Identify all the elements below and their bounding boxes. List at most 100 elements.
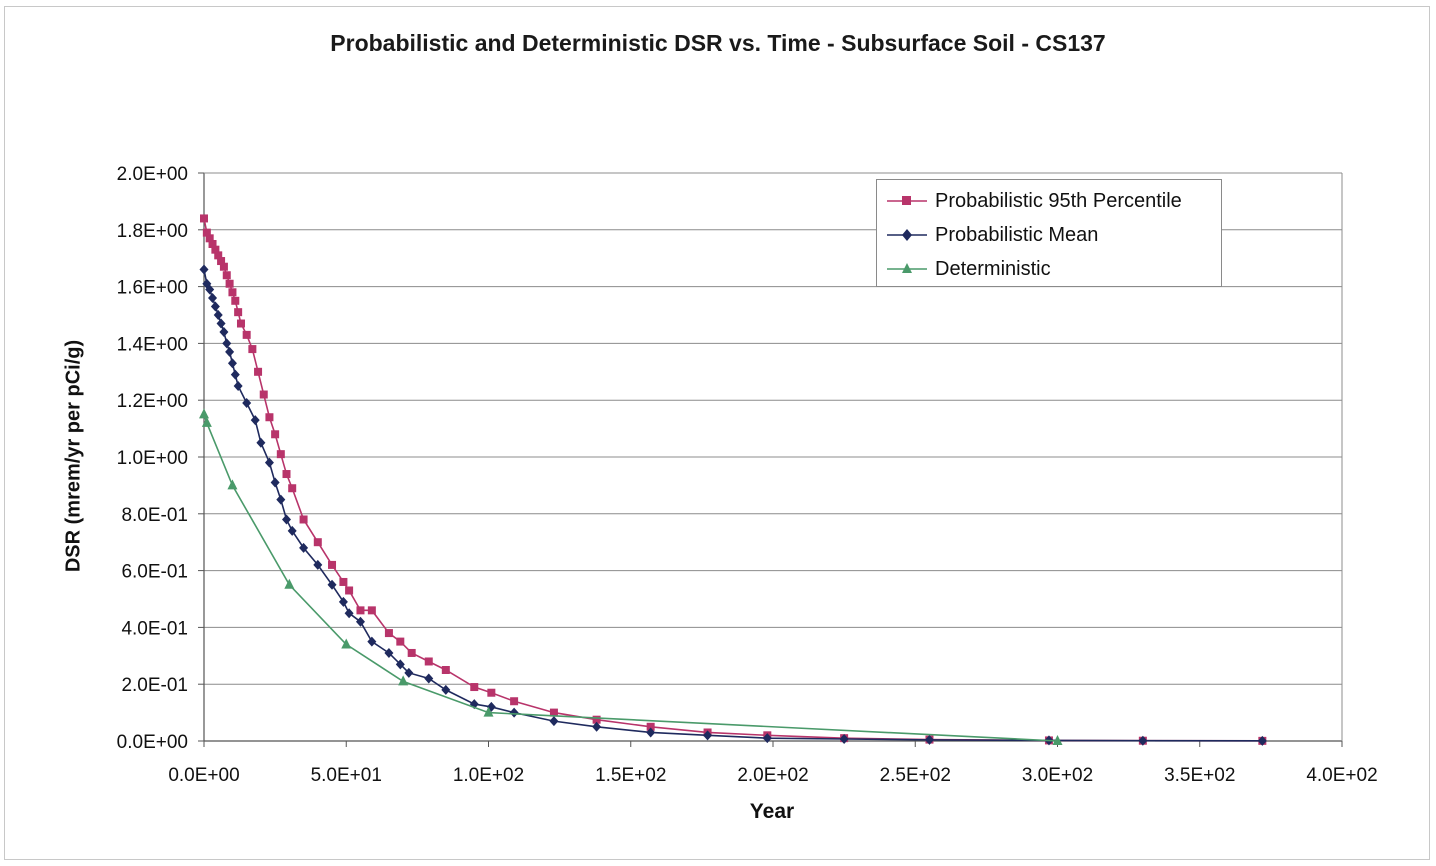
data-point-diamond [404,667,414,678]
data-point-triangle [398,675,409,686]
data-point-diamond [355,616,365,627]
series-line [203,414,1058,742]
y-axis-label: DSR (mrem/yr per pCi/g) [62,339,85,573]
data-point-diamond [227,358,237,369]
data-point-square [202,228,211,237]
data-point-diamond [276,494,286,505]
data-point-diamond [210,301,220,312]
data-point-square [259,390,268,399]
data-point-square [231,296,240,305]
data-point-square [222,271,231,280]
data-point-square [339,577,348,586]
x-tick-label: 3.0E+02 [1022,765,1093,786]
data-point-diamond [219,327,229,338]
x-tick-label: 5.0E+01 [311,765,382,786]
x-tick-label: 0.0E+00 [168,765,239,786]
x-tick-label: 3.5E+02 [1164,765,1235,786]
legend-label-95th: Probabilistic 95th Percentile [935,189,1182,212]
data-point-square [236,319,245,328]
data-point-triangle [284,578,295,589]
y-tick-label: 2.0E-01 [121,675,188,696]
data-point-square [211,245,220,254]
legend-item-mean: Probabilistic Mean [885,221,1098,249]
data-point-square [282,470,291,479]
data-point-diamond [1138,735,1148,746]
data-point-square [407,648,416,657]
data-point-square [328,560,337,569]
data-point-square [313,538,322,547]
series-1 [199,264,1267,746]
data-point-square [299,515,308,524]
data-point-square [214,251,223,260]
data-point-diamond [242,398,252,409]
x-tick-label: 2.5E+02 [880,765,951,786]
data-point-diamond [424,673,434,684]
data-point-triangle [483,706,494,717]
legend-item-95th: Probabilistic 95th Percentile [885,187,1182,215]
data-point-diamond [250,415,260,426]
data-point-square [254,367,263,376]
data-point-diamond [270,477,280,488]
legend: Probabilistic 95th Percentile Probabilis… [876,179,1222,287]
data-point-diamond [839,734,849,745]
data-point-diamond [703,730,713,741]
data-point-diamond [208,292,218,303]
legend-label-deterministic: Deterministic [935,257,1051,280]
x-tick-label: 4.0E+02 [1306,765,1377,786]
legend-label-mean: Probabilistic Mean [935,223,1099,246]
y-tick-label: 4.0E-01 [121,618,188,639]
chart-frame [4,6,1430,860]
data-point-diamond [762,733,772,744]
data-point-triangle [341,638,352,649]
data-point-square [549,708,558,717]
legend-marker-triangle-icon [887,263,927,273]
data-point-diamond [441,684,451,695]
data-point-diamond [264,457,274,468]
data-point-diamond [287,525,297,536]
data-point-diamond [646,727,656,738]
y-axis-ticks: 0.0E+00 2.0E-01 4.0E-01 6.0E-01 8.0E-01 1.0E+… [117,164,204,753]
y-tick-label: 6.0E-01 [121,562,188,583]
y-tick-label: 1.6E+00 [117,278,188,299]
data-point-square [592,715,601,724]
y-tick-label: 8.0E-01 [121,505,188,526]
x-tick-label: 1.0E+02 [453,765,524,786]
data-point-square [200,214,208,223]
data-point-triangle [227,479,238,490]
data-point-triangle [201,416,212,427]
data-point-square [646,722,655,731]
data-point-diamond [216,318,226,329]
chart-title: Probabilistic and Deterministic DSR vs. … [330,30,1106,56]
data-point-diamond [299,542,309,553]
data-point-diamond [1257,735,1267,746]
y-tick-label: 0.0E+00 [117,732,188,753]
legend-marker-diamond-icon [887,229,927,241]
data-point-square [225,279,234,288]
data-point-square [248,345,257,354]
data-point-diamond [924,734,934,745]
data-point-diamond [509,707,519,718]
data-point-square [424,657,433,666]
series-line [203,269,1263,742]
data-point-diamond [233,381,243,391]
data-point-diamond [230,369,240,380]
data-point-square [219,262,228,271]
data-point-triangle [1052,735,1063,745]
data-point-diamond [344,608,354,619]
data-point-diamond [199,264,209,275]
x-tick-label: 1.5E+02 [595,765,666,786]
y-tick-label: 2.0E+00 [117,164,188,185]
data-point-diamond [592,721,602,732]
data-point-square [228,288,237,297]
data-point-square [441,666,450,674]
data-point-square [510,697,519,706]
x-axis-ticks: 0.0E+00 5.0E+01 1.0E+02 1.5E+02 2.0E+02 2.5E+… [168,741,1378,786]
data-point-square [345,586,354,595]
data-point-square [276,450,285,459]
y-tick-label: 1.0E+00 [117,448,188,469]
y-tick-label: 1.2E+00 [117,391,188,412]
data-point-diamond [367,636,377,647]
data-point-diamond [549,716,559,727]
x-tick-label: 2.0E+02 [737,765,808,786]
